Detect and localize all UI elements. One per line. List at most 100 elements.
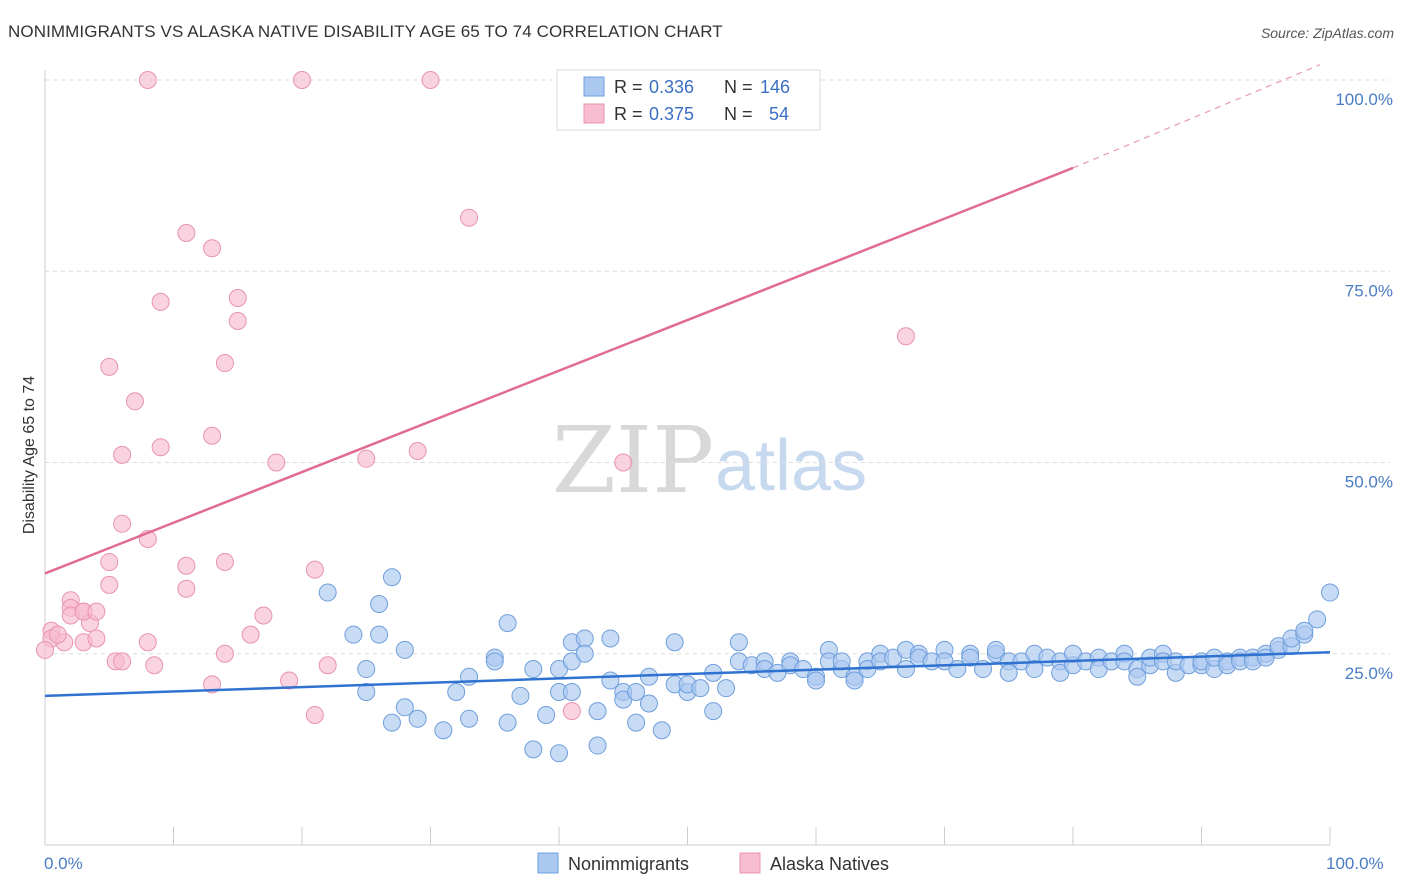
alaska-natives-point xyxy=(113,514,132,533)
alaska-natives-point xyxy=(113,445,132,464)
alaska-natives-point xyxy=(305,560,324,579)
source-label: Source: ZipAtlas.com xyxy=(1260,25,1394,41)
alaska-natives-point xyxy=(100,357,119,376)
nonimmigrants-point xyxy=(665,633,684,652)
y-tick-label: 25.0% xyxy=(1345,664,1393,683)
bottom-legend-label-alaska-natives: Alaska Natives xyxy=(770,854,889,874)
nonimmigrants-point xyxy=(807,671,825,690)
alaska-natives-point xyxy=(151,292,170,311)
alaska-natives-point xyxy=(460,208,479,227)
bottom-legend-swatch-nonimmigrants xyxy=(537,852,559,874)
bottom-legend-label-nonimmigrants: Nonimmigrants xyxy=(568,854,689,874)
nonimmigrants-point xyxy=(357,683,376,701)
nonimmigrants-point xyxy=(627,713,646,732)
alaska-natives-point xyxy=(215,552,234,571)
alaska-natives-point xyxy=(614,453,633,472)
alaska-natives-point xyxy=(87,602,106,621)
alaska-natives-point xyxy=(100,552,119,571)
y-tick-labels: 25.0% 50.0% 75.0% 100.0% xyxy=(1335,90,1393,683)
alaska-natives-point xyxy=(87,629,106,648)
alaska-natives-point xyxy=(896,327,915,346)
chart-title: NONIMMIGRANTS VS ALASKA NATIVE DISABILIT… xyxy=(8,22,723,41)
alaska-natives-point xyxy=(138,71,157,89)
watermark-atlas: atlas xyxy=(715,426,867,506)
nonimmigrants-point xyxy=(704,702,723,721)
legend-n-label-1: N = xyxy=(724,77,753,97)
watermark-zip: ZIP xyxy=(552,407,714,514)
alaska-natives-point xyxy=(318,656,337,675)
alaska-natives-point xyxy=(203,675,222,694)
nonimmigrants-point xyxy=(524,660,543,679)
nonimmigrants-point xyxy=(575,629,594,648)
alaska-natives-point xyxy=(305,705,324,724)
nonimmigrants-point xyxy=(524,740,543,759)
nonimmigrants-point xyxy=(717,679,736,698)
nonimmigrants-point xyxy=(485,652,504,671)
nonimmigrants-point xyxy=(562,683,581,701)
alaska-natives-point xyxy=(177,224,196,242)
nonimmigrants-point xyxy=(1295,621,1314,640)
nonimmigrants-point xyxy=(1321,583,1339,602)
alaska-natives-point xyxy=(228,311,247,330)
alaska-natives-trendline xyxy=(44,166,1074,575)
nonimmigrants-point xyxy=(627,683,646,701)
legend-swatch-nonimmigrants xyxy=(583,76,605,97)
x-tick-label-max: 100.0% xyxy=(1326,854,1384,873)
nonimmigrants-point xyxy=(575,644,594,663)
alaska-natives-point xyxy=(215,354,234,373)
nonimmigrants-point xyxy=(652,721,671,740)
nonimmigrants-point xyxy=(550,744,568,763)
nonimmigrants-point xyxy=(447,683,466,701)
alaska-natives-point xyxy=(177,556,196,575)
nonimmigrants-point xyxy=(382,713,401,732)
alaska-natives-point xyxy=(138,633,157,652)
nonimmigrants-point xyxy=(498,713,517,732)
legend-n-label-2: N = xyxy=(724,104,753,124)
nonimmigrants-point xyxy=(395,640,414,659)
watermark: ZIP atlas xyxy=(552,407,867,514)
legend: R = 0.336 N = 146 R = 0.375 N = 54 xyxy=(556,69,821,131)
nonimmigrants-point xyxy=(408,709,427,728)
alaska-natives-point xyxy=(421,71,440,89)
alaska-natives-point xyxy=(177,579,196,598)
nonimmigrants-point xyxy=(382,568,401,587)
nonimmigrants-trendline xyxy=(44,650,1331,698)
nonimmigrants-point xyxy=(511,686,530,705)
nonimmigrants-point xyxy=(588,702,607,721)
nonimmigrants-point xyxy=(1308,610,1327,629)
x-tick-label-min: 0.0% xyxy=(44,854,83,873)
nonimmigrants-point xyxy=(1128,667,1147,686)
alaska-natives-point xyxy=(100,575,119,594)
alaska-natives-point xyxy=(228,289,247,308)
alaska-natives-point xyxy=(145,656,164,675)
legend-r-value-1: 0.336 xyxy=(649,77,694,97)
alaska-natives-point xyxy=(293,71,311,89)
alaska-natives-point xyxy=(254,606,273,625)
nonimmigrants-point xyxy=(588,736,607,755)
alaska-natives-point xyxy=(562,702,581,721)
legend-n-value-2: 54 xyxy=(769,104,789,124)
series-nonimmigrants xyxy=(318,568,1339,763)
nonimmigrants-point xyxy=(896,660,915,679)
nonimmigrants-point xyxy=(1025,660,1044,679)
nonimmigrants-point xyxy=(845,671,864,690)
alaska-natives-point xyxy=(408,442,427,461)
alaska-natives-point xyxy=(203,426,222,445)
nonimmigrants-point xyxy=(601,629,620,648)
gridlines xyxy=(45,79,1390,655)
nonimmigrants-point xyxy=(357,660,376,679)
alaska-natives-point xyxy=(280,671,299,690)
trendlines xyxy=(44,64,1331,698)
alaska-natives-point xyxy=(241,625,260,644)
legend-r-label-2: R = xyxy=(614,104,643,124)
legend-n-value-1: 146 xyxy=(760,77,790,97)
legend-r-label-1: R = xyxy=(614,77,643,97)
nonimmigrants-point xyxy=(344,625,363,644)
alaska-natives-point xyxy=(36,640,54,659)
bottom-legend-swatch-alaska-natives xyxy=(739,852,761,874)
alaska-natives-point xyxy=(357,449,376,468)
alaska-natives-point xyxy=(113,652,132,671)
nonimmigrants-point xyxy=(498,614,517,633)
nonimmigrants-point xyxy=(729,633,748,652)
